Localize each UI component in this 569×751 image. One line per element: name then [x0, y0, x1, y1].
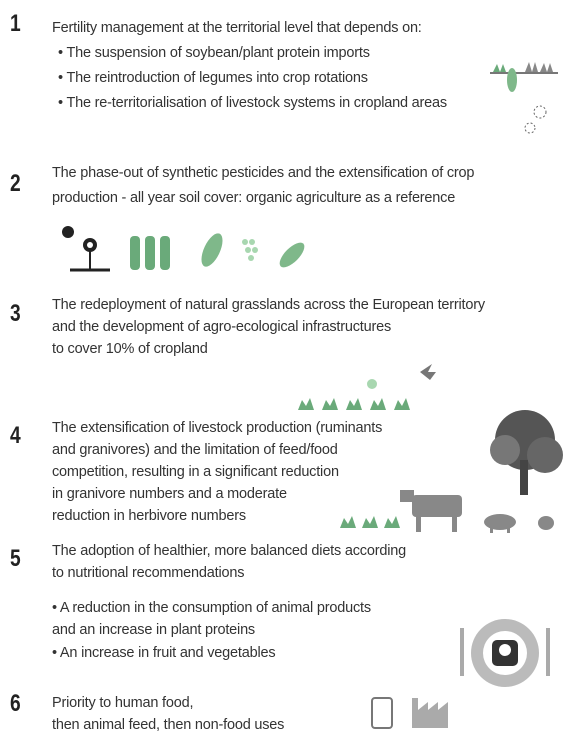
item-text: • The suspension of soybean/plant protei… [58, 45, 370, 61]
item-number: 4 [10, 422, 21, 449]
item-text: The extensification of livestock product… [52, 420, 383, 436]
item-text: in granivore numbers and a moderate [52, 486, 287, 502]
item-text: and granivores) and the limitation of fe… [52, 442, 338, 458]
item-text: production - all year soil cover: organi… [52, 190, 456, 206]
item-text: • An increase in fruit and vegetables [52, 645, 276, 661]
crops-icon [62, 226, 305, 272]
item-text: competition, resulting in a significant … [52, 464, 339, 480]
item-text: and an increase in plant proteins [52, 622, 255, 638]
livestock-icon [340, 410, 563, 533]
item-text: to cover 10% of cropland [52, 341, 208, 357]
item-number: 2 [10, 170, 21, 197]
item-number: 6 [10, 690, 21, 717]
item-text: • The reintroduction of legumes into cro… [58, 70, 368, 86]
item-text: • A reduction in the consumption of anim… [52, 600, 371, 616]
item-text: The adoption of healthier, more balanced… [52, 543, 406, 559]
item-text: The phase-out of synthetic pesticides an… [52, 165, 475, 181]
plants-icon [490, 62, 558, 134]
item-text: to nutritional recommendations [52, 565, 245, 581]
grassland-icon [298, 364, 436, 410]
uses-icon [371, 697, 448, 729]
item-text: reduction in herbivore numbers [52, 508, 246, 524]
plate-icon [460, 619, 550, 687]
item-number: 3 [10, 300, 21, 327]
item-number: 5 [10, 545, 21, 572]
item-number: 1 [10, 10, 21, 37]
item-text: Fertility management at the territorial … [52, 20, 422, 36]
item-text: • The re-territorialisation of livestock… [58, 95, 447, 111]
item-text: Priority to human food, [52, 695, 194, 711]
item-text: and the development of agro-ecological i… [52, 319, 392, 335]
item-text: The redeployment of natural grasslands a… [52, 297, 485, 313]
item-text: then animal feed, then non-food uses [52, 717, 285, 733]
